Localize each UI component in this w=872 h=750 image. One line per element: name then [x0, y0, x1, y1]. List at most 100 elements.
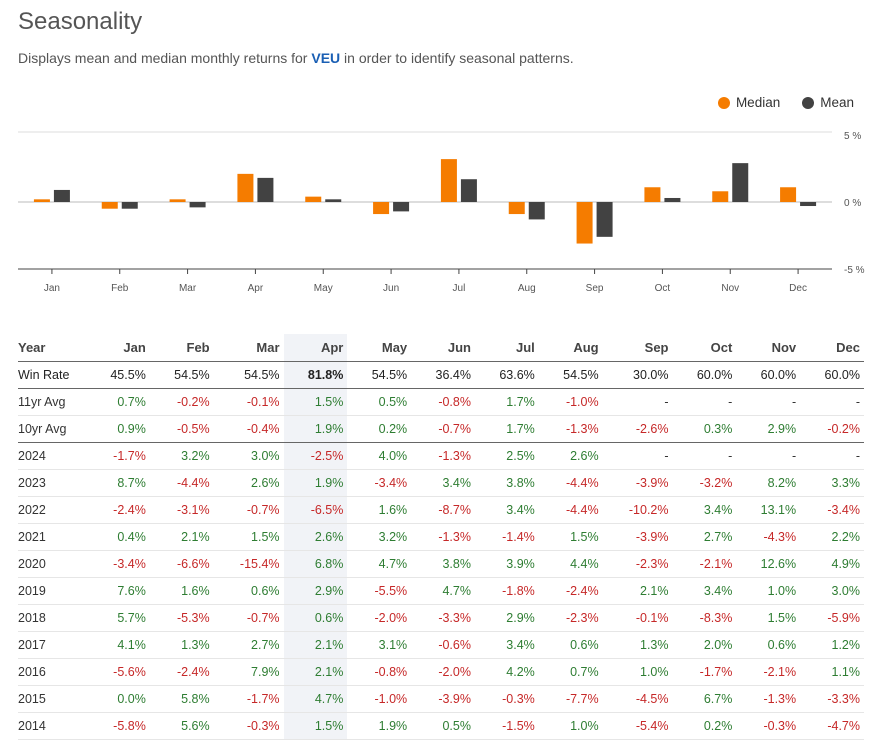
table-cell: -4.4%	[538, 496, 603, 524]
table-cell: 5.7%	[86, 604, 150, 632]
table-cell: 1.3%	[149, 631, 214, 659]
table-cell: -0.6%	[411, 631, 475, 659]
legend-swatch-median	[717, 96, 730, 109]
bar-median	[373, 202, 390, 215]
table-cell: -0.3%	[736, 712, 801, 740]
x-tick-label: Mar	[179, 283, 197, 294]
subtitle-text-end: in order to identify seasonal patterns.	[340, 50, 574, 66]
table-row: 2021 0.4% 2.1% 1.5% 2.6% 3.2% -1.3% -1.4% 1.5% -3…	[18, 523, 864, 551]
table-cell: -0.2%	[149, 388, 214, 416]
table-row: 2015 0.0% 5.8% -1.7% 4.7% -1.0% -3.9% -0.3% -7.7…	[18, 685, 864, 713]
legend-swatch-mean	[802, 96, 815, 109]
table-cell: 8.2%	[736, 469, 801, 497]
table-cell: 1.7%	[474, 388, 539, 416]
bar-median	[169, 199, 186, 202]
table-cell: 1.5%	[736, 604, 801, 632]
table-cell: 54.5%	[213, 361, 284, 389]
table-cell: -0.3%	[213, 712, 284, 740]
table-cell: 0.7%	[538, 658, 603, 686]
table-cell: -0.7%	[213, 604, 284, 632]
x-tick-label: Jul	[453, 283, 466, 294]
row-label: 10yr Avg	[18, 415, 86, 443]
ticker-link[interactable]: VEU	[311, 50, 341, 66]
table-cell: -0.8%	[347, 658, 412, 686]
col-header-aug: Aug	[538, 334, 603, 362]
row-label: 2015	[18, 685, 86, 713]
table-cell: 2.9%	[283, 577, 348, 605]
table-cell: -0.7%	[411, 415, 475, 443]
col-header-jan: Jan	[86, 334, 150, 362]
legend-item-median[interactable]: Median	[717, 95, 780, 110]
table-cell: 30.0%	[602, 361, 673, 389]
table-cell: -	[800, 388, 864, 416]
table-cell: 54.5%	[149, 361, 214, 389]
chart-legend: Median Mean	[717, 95, 854, 110]
table-cell: 63.6%	[474, 361, 539, 389]
table-cell: 2.6%	[538, 442, 603, 470]
col-header-oct: Oct	[672, 334, 737, 362]
table-cell: -5.9%	[800, 604, 864, 632]
table-cell: 3.8%	[411, 550, 475, 578]
table-cell: -6.5%	[283, 496, 348, 524]
table-cell: 8.7%	[86, 469, 150, 497]
table-cell: 1.9%	[283, 415, 348, 443]
table-row: 2016 -5.6% -2.4% 7.9% 2.1% -0.8% -2.0% 4.2% 0.7%…	[18, 658, 864, 686]
table-cell: -0.2%	[800, 415, 864, 443]
bar-median	[33, 199, 50, 202]
table-cell: 0.6%	[538, 631, 603, 659]
table-cell: -8.3%	[672, 604, 737, 632]
table-header-row: Year Jan Feb Mar Apr May Jun Jul Aug Sep Oct Nov Dec	[18, 334, 864, 362]
row-label: 11yr Avg	[18, 388, 86, 416]
table-cell: -0.7%	[213, 496, 284, 524]
table-cell: -0.5%	[149, 415, 214, 443]
table-cell: 81.8%	[283, 361, 348, 389]
legend-item-mean[interactable]: Mean	[802, 95, 854, 110]
bar-mean	[257, 177, 274, 202]
table-cell: 6.8%	[283, 550, 348, 578]
x-tick-label: Sep	[586, 283, 604, 294]
col-header-sep: Sep	[602, 334, 673, 362]
bar-mean	[664, 197, 681, 202]
legend-label-mean: Mean	[820, 95, 854, 110]
row-label: 2021	[18, 523, 86, 551]
table-cell: -3.9%	[602, 469, 673, 497]
table-cell: 2.2%	[800, 523, 864, 551]
x-tick-label: Feb	[111, 283, 129, 294]
col-header-mar: Mar	[213, 334, 284, 362]
table-cell: 3.9%	[474, 550, 539, 578]
y-tick-label: 5 %	[844, 131, 861, 142]
table-cell: -2.4%	[149, 658, 214, 686]
row-label: 2020	[18, 550, 86, 578]
table-cell: 3.1%	[347, 631, 412, 659]
table-cell: 1.1%	[800, 658, 864, 686]
table-cell: 2.1%	[149, 523, 214, 551]
table-cell: 2.1%	[283, 658, 348, 686]
table-cell: 4.4%	[538, 550, 603, 578]
table-cell: 2.6%	[213, 469, 284, 497]
table-row: Win Rate 45.5% 54.5% 54.5% 81.8% 54.5% 36.4% 63…	[18, 361, 864, 389]
table-cell: 13.1%	[736, 496, 801, 524]
table-cell: -3.4%	[347, 469, 412, 497]
table-cell: 1.0%	[602, 658, 673, 686]
table-cell: -2.0%	[347, 604, 412, 632]
table-cell: -1.3%	[411, 523, 475, 551]
table-cell: 1.3%	[602, 631, 673, 659]
table-cell: 2.1%	[602, 577, 673, 605]
table-cell: 0.9%	[86, 415, 150, 443]
bar-median	[780, 187, 797, 202]
bar-mean	[732, 163, 749, 202]
y-tick-label: -5 %	[844, 265, 865, 276]
table-cell: -4.7%	[800, 712, 864, 740]
table-cell: 1.7%	[474, 415, 539, 443]
table-cell: -1.3%	[736, 685, 801, 713]
table-cell: 2.5%	[474, 442, 539, 470]
table-cell: 12.6%	[736, 550, 801, 578]
table-cell: -0.4%	[213, 415, 284, 443]
table-cell: -3.9%	[411, 685, 475, 713]
table-cell: 60.0%	[736, 361, 801, 389]
table-row: 2024 -1.7% 3.2% 3.0% -2.5% 4.0% -1.3% 2.5% 2.6% -…	[18, 442, 864, 470]
table-cell: 7.6%	[86, 577, 150, 605]
table-cell: -5.8%	[86, 712, 150, 740]
x-tick-label: Oct	[655, 283, 671, 294]
col-header-feb: Feb	[149, 334, 214, 362]
